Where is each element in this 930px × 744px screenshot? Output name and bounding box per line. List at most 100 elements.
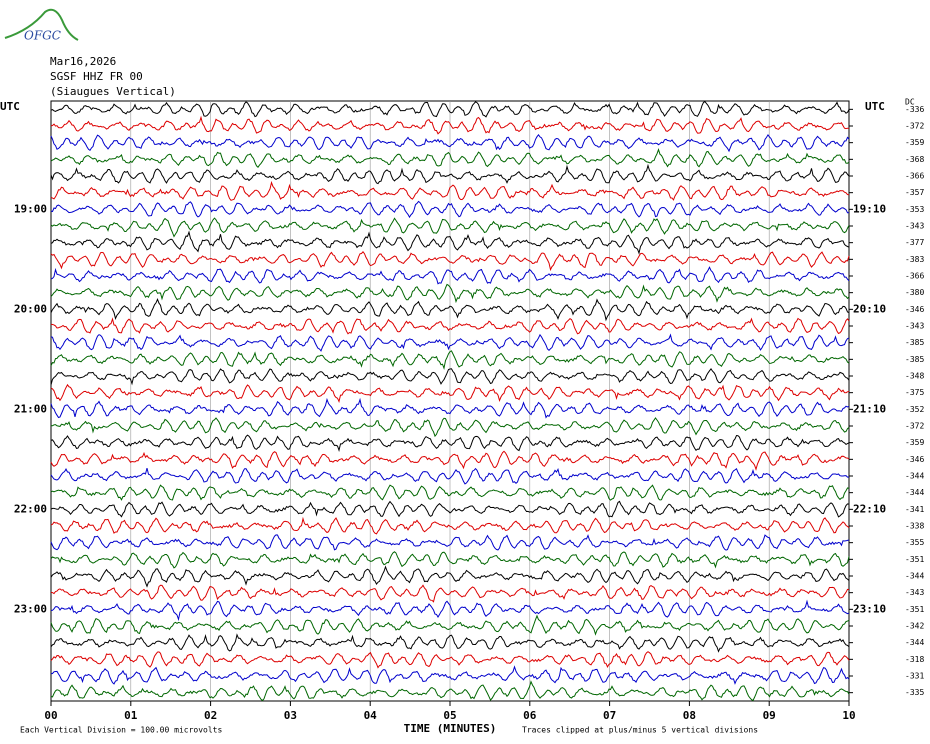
trace: [50, 397, 850, 419]
dc-offset: -351: [905, 605, 924, 614]
dc-offset: -359: [905, 138, 924, 147]
trace: [50, 297, 850, 322]
dc-offset: -372: [905, 122, 924, 131]
x-tick-label: 05: [443, 709, 456, 722]
trace: [50, 163, 850, 185]
hour-label-right: 19:10: [853, 202, 886, 215]
dc-offset: -342: [905, 622, 924, 631]
dc-offset: -341: [905, 505, 924, 514]
trace: [50, 633, 850, 653]
hour-label-right: 20:10: [853, 302, 886, 315]
trace: [50, 217, 850, 238]
trace: [50, 350, 850, 371]
hour-label: 22:00: [14, 502, 47, 515]
trace: [50, 368, 850, 386]
dc-offset: -346: [905, 455, 924, 464]
trace: [50, 651, 850, 669]
dc-offset: -344: [905, 472, 924, 481]
dc-offset: -343: [905, 222, 924, 231]
trace: [50, 317, 850, 335]
hour-label: 19:00: [14, 202, 47, 215]
trace: [50, 680, 850, 702]
trace: [50, 148, 850, 168]
trace: [50, 133, 850, 153]
dc-offset: -348: [905, 372, 924, 381]
x-tick-label: 04: [364, 709, 378, 722]
scale-note: Each Vertical Division = 100.00 microvol…: [20, 726, 222, 735]
dc-offset: -353: [905, 205, 924, 214]
x-tick-label: 09: [763, 709, 776, 722]
dc-offset: -355: [905, 538, 924, 547]
trace: [51, 417, 850, 438]
x-tick-label: 03: [284, 709, 297, 722]
dc-offset: -346: [905, 305, 924, 314]
logo-curve: [4, 8, 79, 41]
trace: [50, 534, 850, 551]
x-tick-label: 10: [842, 709, 855, 722]
trace: [50, 115, 850, 135]
x-tick-label: 07: [603, 709, 616, 722]
station: SGSF HHZ FR 00: [50, 70, 143, 83]
trace: [50, 180, 850, 201]
dc-offset: -366: [905, 272, 924, 281]
dc-offset: -343: [905, 322, 924, 331]
dc-offset: -344: [905, 638, 924, 647]
trace: [50, 584, 850, 603]
dc-offset: -377: [905, 238, 924, 247]
trace: [50, 665, 850, 685]
dc-offset: -359: [905, 438, 924, 447]
dc-offset: -338: [905, 522, 924, 531]
date: Mar16,2026: [50, 55, 116, 68]
trace: [50, 251, 850, 272]
dc-offset: -368: [905, 155, 924, 164]
x-tick-label: 01: [124, 709, 138, 722]
trace: [50, 266, 850, 285]
dc-offset: -366: [905, 172, 924, 181]
dc-offset: -385: [905, 355, 924, 364]
trace: [50, 101, 850, 118]
trace: [50, 565, 850, 588]
hour-label: 23:00: [14, 602, 47, 615]
location: (Siaugues Vertical): [50, 85, 176, 98]
trace: [50, 614, 850, 636]
dc-offset: -380: [905, 288, 924, 297]
clip-note: Traces clipped at plus/minus 5 vertical …: [522, 726, 758, 735]
trace: [50, 383, 850, 404]
trace: [50, 599, 850, 622]
trace: [50, 200, 849, 219]
trace: [50, 467, 850, 485]
x-tick-label: 06: [523, 709, 537, 722]
x-tick-label: 08: [683, 709, 696, 722]
dc-offset: -357: [905, 188, 924, 197]
x-tick-label: 00: [44, 709, 57, 722]
dc-title: DC: [905, 98, 915, 107]
dc-offset: -331: [905, 672, 924, 681]
dc-offset: -372: [905, 422, 924, 431]
dc-offset: -336: [905, 105, 924, 114]
logo: OFGC: [24, 29, 61, 43]
dc-offset: -344: [905, 572, 924, 581]
trace: [50, 230, 850, 255]
dc-offset: -351: [905, 555, 924, 564]
x-tick-label: 02: [204, 709, 217, 722]
trace: [50, 283, 850, 304]
dc-offset: -385: [905, 338, 924, 347]
hour-label: 21:00: [14, 402, 47, 415]
hour-label: 20:00: [14, 302, 47, 315]
hour-label-right: 23:10: [853, 602, 886, 615]
x-axis-title: TIME (MINUTES): [404, 722, 497, 735]
trace: [50, 551, 850, 569]
trace: [50, 450, 850, 471]
left-axis-title: UTC: [0, 100, 20, 113]
trace: [50, 500, 850, 518]
trace: [50, 484, 850, 501]
trace: [50, 434, 850, 452]
dc-offset: -318: [905, 655, 924, 664]
dc-offset: -344: [905, 488, 924, 497]
hour-label-right: 21:10: [853, 402, 886, 415]
dc-offset: -375: [905, 388, 924, 397]
trace: [50, 516, 850, 535]
trace: [50, 333, 850, 352]
dc-offset: -343: [905, 588, 924, 597]
